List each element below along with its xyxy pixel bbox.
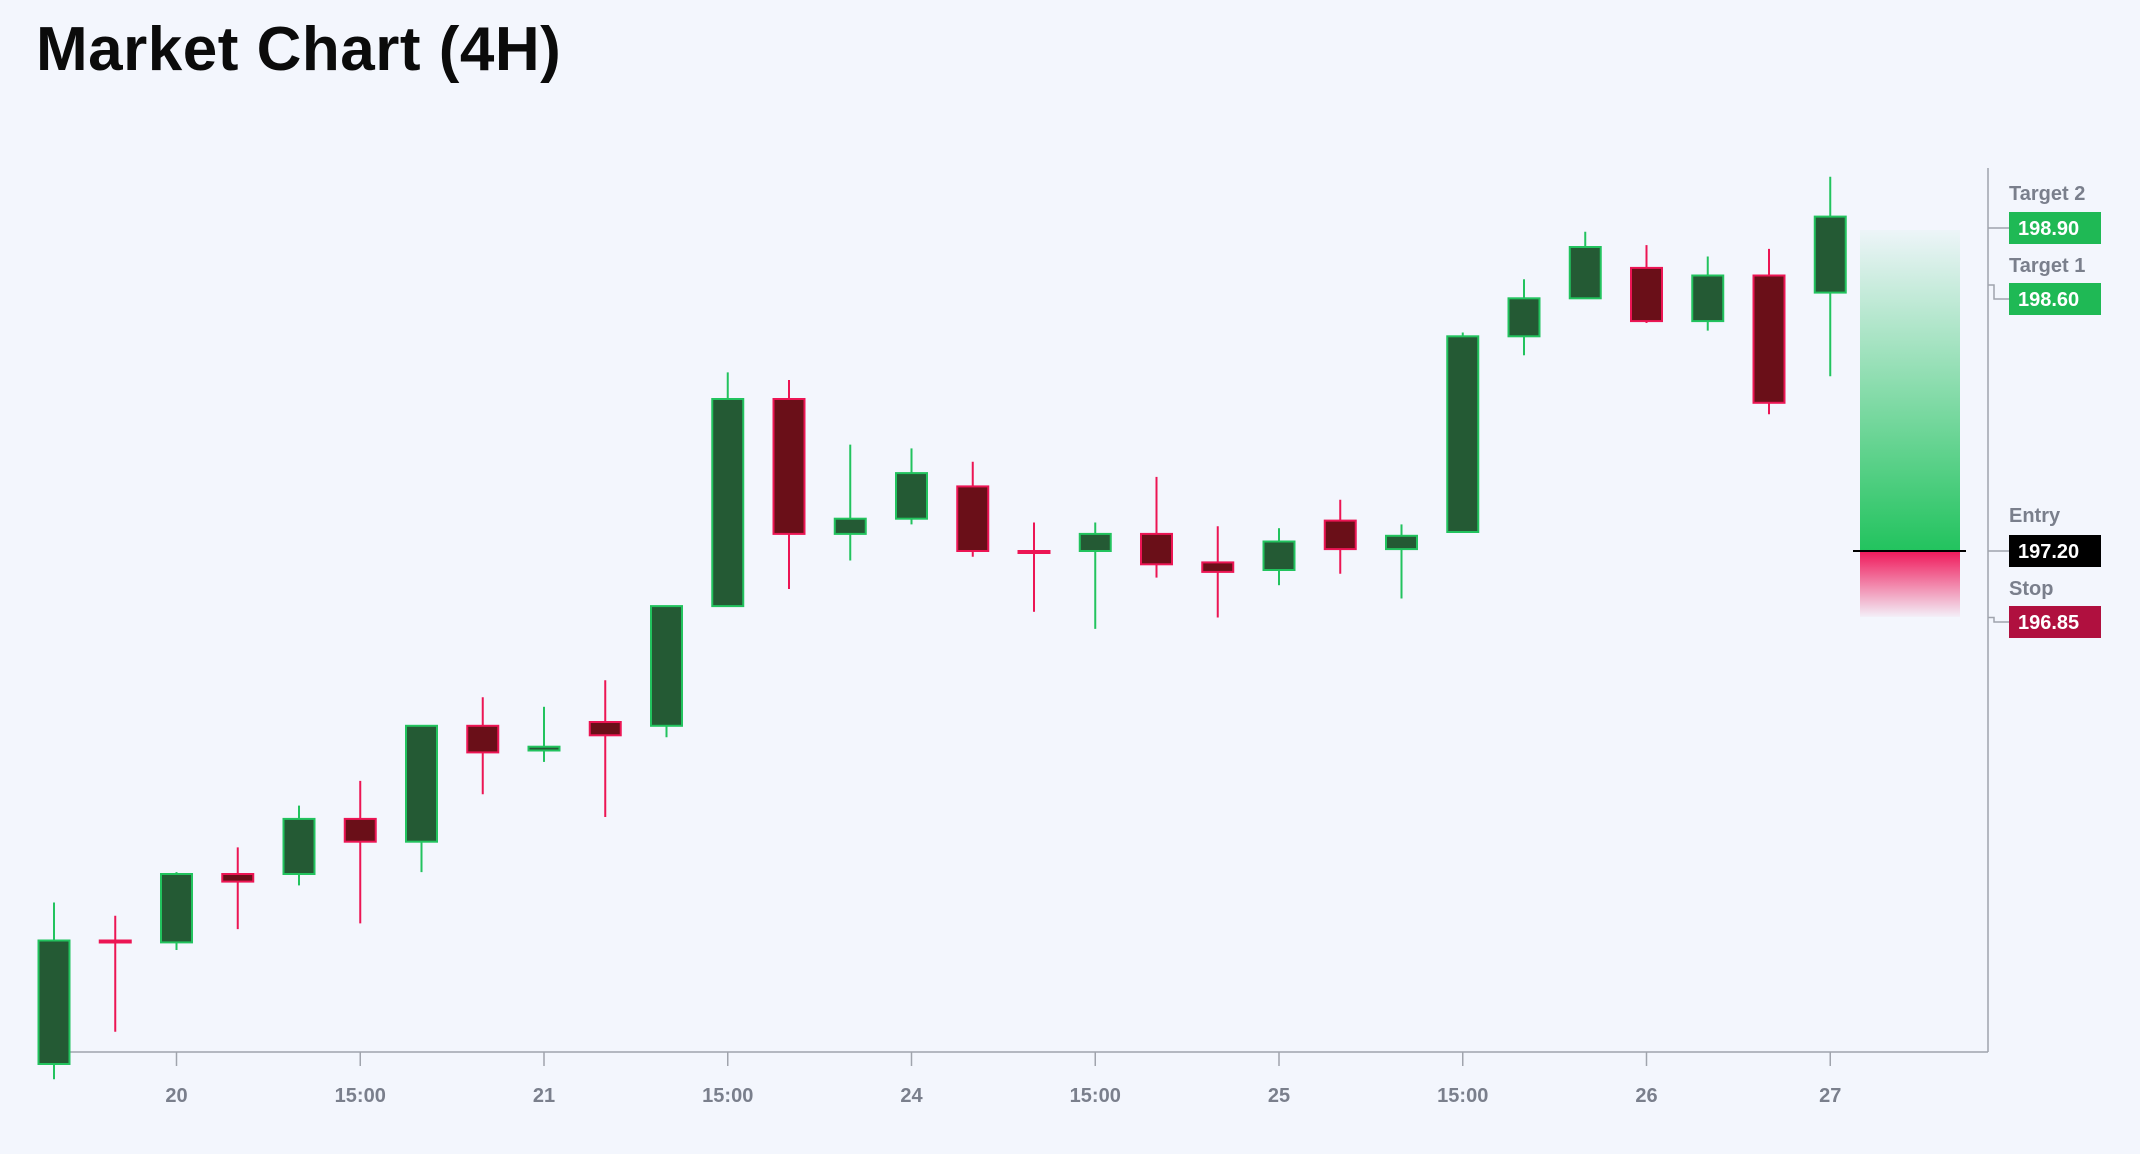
- level-value: 198.60: [2018, 289, 2079, 311]
- level-value-box: [2009, 535, 2101, 567]
- candle-up: [895, 472, 928, 520]
- x-tick-label: 15:00: [702, 1085, 753, 1107]
- candle-down: [1140, 532, 1173, 566]
- candle-up: [405, 724, 438, 843]
- candle-down: [1017, 550, 1051, 554]
- x-tick-label: 20: [165, 1085, 187, 1107]
- candle-up: [1446, 335, 1480, 533]
- candle-down: [343, 817, 377, 843]
- level-value-box: [2009, 283, 2101, 315]
- x-tick-label: 15:00: [335, 1085, 386, 1107]
- candle-down: [1323, 519, 1357, 551]
- x-tick-label: 26: [1635, 1085, 1657, 1107]
- candle-down: [588, 721, 622, 737]
- candle-down: [98, 939, 132, 944]
- chart-title: Market Chart (4H): [36, 15, 562, 84]
- candle-up: [1078, 532, 1112, 553]
- stop-zone: [1860, 551, 1960, 617]
- level-name: Stop: [2009, 578, 2053, 600]
- candle-up: [527, 745, 561, 752]
- candle-up: [37, 939, 71, 1065]
- x-tick-label: 24: [900, 1085, 923, 1107]
- candle-up: [650, 605, 683, 727]
- candle-down: [221, 873, 255, 883]
- level-value-box: [2009, 606, 2101, 638]
- candle-down: [1201, 561, 1235, 573]
- candle-up: [282, 817, 316, 876]
- level-name: Entry: [2009, 505, 2061, 527]
- level-connector: [1988, 284, 2009, 300]
- candle-down: [1630, 266, 1663, 323]
- level-value: 198.90: [2018, 218, 2079, 240]
- level-name: Target 1: [2009, 255, 2085, 277]
- candle-down: [956, 485, 990, 552]
- candle-up: [1691, 274, 1725, 323]
- candle-down: [772, 398, 806, 535]
- level-name: Target 2: [2009, 183, 2085, 205]
- candle-up: [1813, 215, 1847, 294]
- x-tick-label: 21: [533, 1085, 555, 1107]
- level-connector: [1988, 616, 2009, 623]
- target-zone: [1860, 230, 1960, 551]
- candle-up: [1385, 534, 1418, 551]
- x-tick-label: 27: [1819, 1085, 1841, 1107]
- x-tick-label: 15:00: [1437, 1085, 1488, 1107]
- candle-down: [1752, 274, 1786, 404]
- candle-up: [1507, 297, 1541, 338]
- candle-down: [466, 724, 500, 754]
- candle-up: [160, 873, 193, 944]
- level-value: 197.20: [2018, 541, 2079, 563]
- x-tick-label: 25: [1268, 1085, 1290, 1107]
- level-value-box: [2009, 212, 2101, 244]
- level-value: 196.85: [2018, 612, 2079, 634]
- candle-up: [1568, 246, 1602, 300]
- candle-up: [833, 517, 867, 535]
- candle-up: [1262, 540, 1296, 571]
- x-tick-label: 15:00: [1070, 1085, 1121, 1107]
- candle-up: [711, 398, 745, 608]
